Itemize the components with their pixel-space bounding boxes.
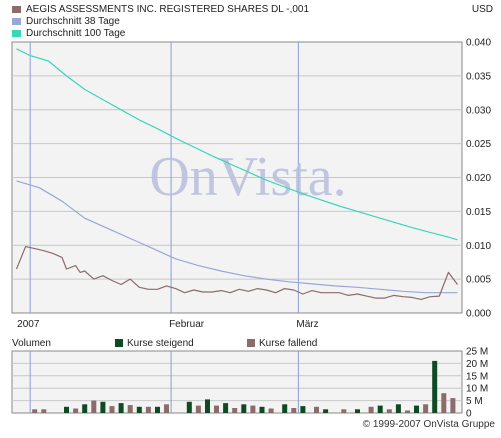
volume-bar-rising [223,403,229,413]
volume-bar-rising [136,406,142,413]
volume-bar-falling [214,405,219,413]
volume-bar-falling [127,405,133,413]
volume-bar-rising [395,404,401,413]
volume-bar-rising [377,405,383,413]
legend-item-ma100: Durchschnitt 100 Tage [12,28,125,39]
price-y-tick-label: 0.005 [466,275,491,286]
volume-bar-rising [100,401,106,413]
volume-y-tick-label: 20 M [466,359,488,370]
volume-y-tick-label: 25 M [466,347,488,358]
volume-bar-rising [414,405,419,413]
volume-bar-falling [41,409,47,413]
volume-bar-rising [155,406,160,413]
series-line-2 [16,48,458,241]
volume-bar-falling [314,406,319,413]
price-y-tick-label: 0.025 [466,139,491,150]
volume-bar-rising [300,406,306,413]
volume-bar-rising [355,409,360,413]
volume-bar-falling [441,393,447,413]
volume-bar-rising [282,404,288,413]
price-y-tick-label: 0.035 [466,71,491,82]
price-x-tick-label: 2007 [17,319,40,330]
legend-item-price: AEGIS ASSESSMENTS INC. REGISTERED SHARES… [12,4,309,15]
volume-bar-falling [164,404,169,413]
legend-swatch-ma100 [12,29,21,37]
volume-label: Volumen [12,338,51,349]
volume-bar-falling [73,408,79,413]
volume-bar-falling [368,406,374,413]
volume-bar-falling [32,409,38,413]
volume-bar-rising [241,404,247,413]
falling-label: Kurse fallend [259,338,318,349]
volume-bar-falling [250,405,256,413]
volume-bar-rising [186,401,192,413]
volume-bar-rising [82,404,88,413]
volume-bar-falling [423,404,429,413]
volume-bar-rising [323,409,329,413]
volume-bar-falling [386,409,392,413]
volume-bar-falling [145,406,151,413]
volume-bars [32,360,456,413]
volume-plot-area [11,350,463,414]
price-lines [15,48,458,300]
legend-item-ma38: Durchschnitt 38 Tage [12,16,120,27]
falling-swatch [247,339,255,347]
volume-legend-rising: Kurse steigend [115,338,194,349]
volume-y-tick-label: 0 [466,409,472,420]
price-x-tick-label: Februar [169,319,205,330]
price-y-tick-label: 0.020 [466,173,491,184]
volume-bar-falling [91,400,97,413]
volume-bar-falling [405,410,410,413]
legend-swatch-price [12,5,21,13]
volume-y-tick-label: 10 M [466,384,488,395]
volume-bar-rising [64,406,69,413]
volume-bar-falling [195,405,201,413]
volume-bar-rising [259,406,265,413]
legend-swatch-ma38 [12,17,21,25]
volume-y-tick-label: 15 M [466,371,488,382]
volume-bar-rising [205,399,210,413]
legend-label-ma38: Durchschnitt 38 Tage [26,16,120,27]
volume-bar-falling [268,408,274,413]
price-x-tick-label: März [296,319,318,330]
volume-bar-falling [109,406,115,413]
rising-label: Kurse steigend [127,338,194,349]
price-grid [12,42,462,313]
series-line-0 [15,246,458,300]
volume-legend-falling: Kurse fallend [247,338,317,349]
price-y-tick-label: 0.015 [466,207,491,218]
legend-label-ma100: Durchschnitt 100 Tage [26,28,126,39]
volume-bar-rising [118,403,124,413]
volume-bar-rising [432,360,438,413]
legend-label-price: AEGIS ASSESSMENTS INC. REGISTERED SHARES… [26,4,310,15]
volume-grid [12,351,462,413]
rising-swatch [115,339,123,347]
volume-bar-falling [232,408,238,413]
volume-y-ticks: 0 5 M10 M 15 M20 M25 M [466,347,488,420]
price-y-tick-label: 0.010 [466,241,491,252]
price-y-tick-label: 0.040 [466,38,491,49]
price-x-ticks: 2007 Februar März [17,319,318,330]
volume-bar-falling [450,398,456,413]
price-y-tick-label: 0.000 [466,309,491,320]
currency-label: USD [471,4,493,15]
copyright: © 1999-2007 OnVista Gruppe [362,419,495,430]
volume-y-tick-label: 5 M [466,396,483,407]
price-y-tick-label: 0.030 [466,105,491,116]
volume-bar-falling [341,409,347,413]
price-y-ticks: 0.000 0.005 0.010 0.015 0.020 0.025 0.030 0.035… [466,38,491,320]
series-line-1 [16,180,458,294]
volume-bar-falling [291,408,297,413]
